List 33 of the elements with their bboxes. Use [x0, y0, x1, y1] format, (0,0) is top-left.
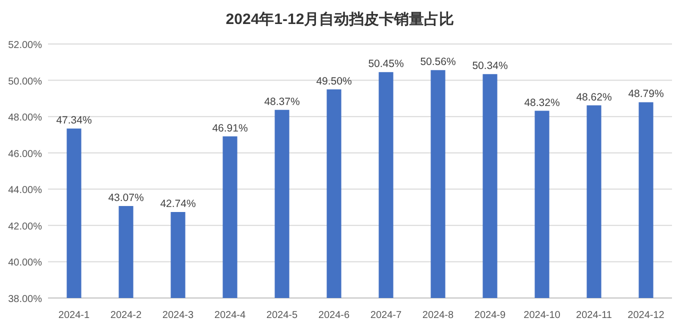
- x-tick-label: 2024-11: [576, 310, 612, 321]
- data-label: 50.56%: [420, 56, 456, 68]
- data-label: 48.37%: [264, 96, 300, 108]
- x-tick-label: 2024-8: [422, 310, 454, 321]
- x-tick-label: 2024-5: [266, 310, 298, 321]
- data-label: 47.34%: [56, 114, 92, 127]
- y-tick-label: 40.00%: [8, 258, 42, 269]
- data-label: 50.34%: [472, 60, 508, 72]
- x-tick-label: 2024-10: [524, 310, 561, 321]
- x-tick-label: 2024-12: [628, 310, 665, 321]
- x-tick-label: 2024-3: [162, 310, 194, 321]
- data-label: 48.32%: [524, 96, 560, 109]
- x-tick-label: 2024-2: [110, 310, 142, 321]
- data-label: 48.62%: [576, 91, 612, 104]
- y-tick-label: 38.00%: [8, 294, 42, 305]
- x-tick-label: 2024-7: [370, 310, 402, 321]
- data-label: 42.74%: [160, 198, 196, 210]
- x-tick-label: 2024-6: [318, 310, 350, 321]
- data-label: 49.50%: [316, 75, 352, 88]
- data-label: 43.07%: [108, 192, 144, 204]
- data-label: 46.91%: [212, 122, 248, 134]
- y-tick-label: 52.00%: [8, 40, 42, 51]
- y-tick-label: 48.00%: [8, 112, 42, 124]
- y-tick-label: 42.00%: [8, 221, 42, 232]
- chart-title: 2024年1-12月自动挡皮卡销量占比: [226, 11, 454, 28]
- y-tick-label: 44.00%: [8, 185, 42, 196]
- x-tick-label: 2024-1: [58, 310, 90, 321]
- y-tick-label: 46.00%: [8, 148, 42, 160]
- data-label: 50.45%: [368, 58, 404, 70]
- data-label: 48.79%: [628, 88, 664, 100]
- x-tick-label: 2024-4: [214, 310, 246, 321]
- y-tick-label: 50.00%: [8, 76, 42, 88]
- x-tick-label: 2024-9: [474, 310, 506, 321]
